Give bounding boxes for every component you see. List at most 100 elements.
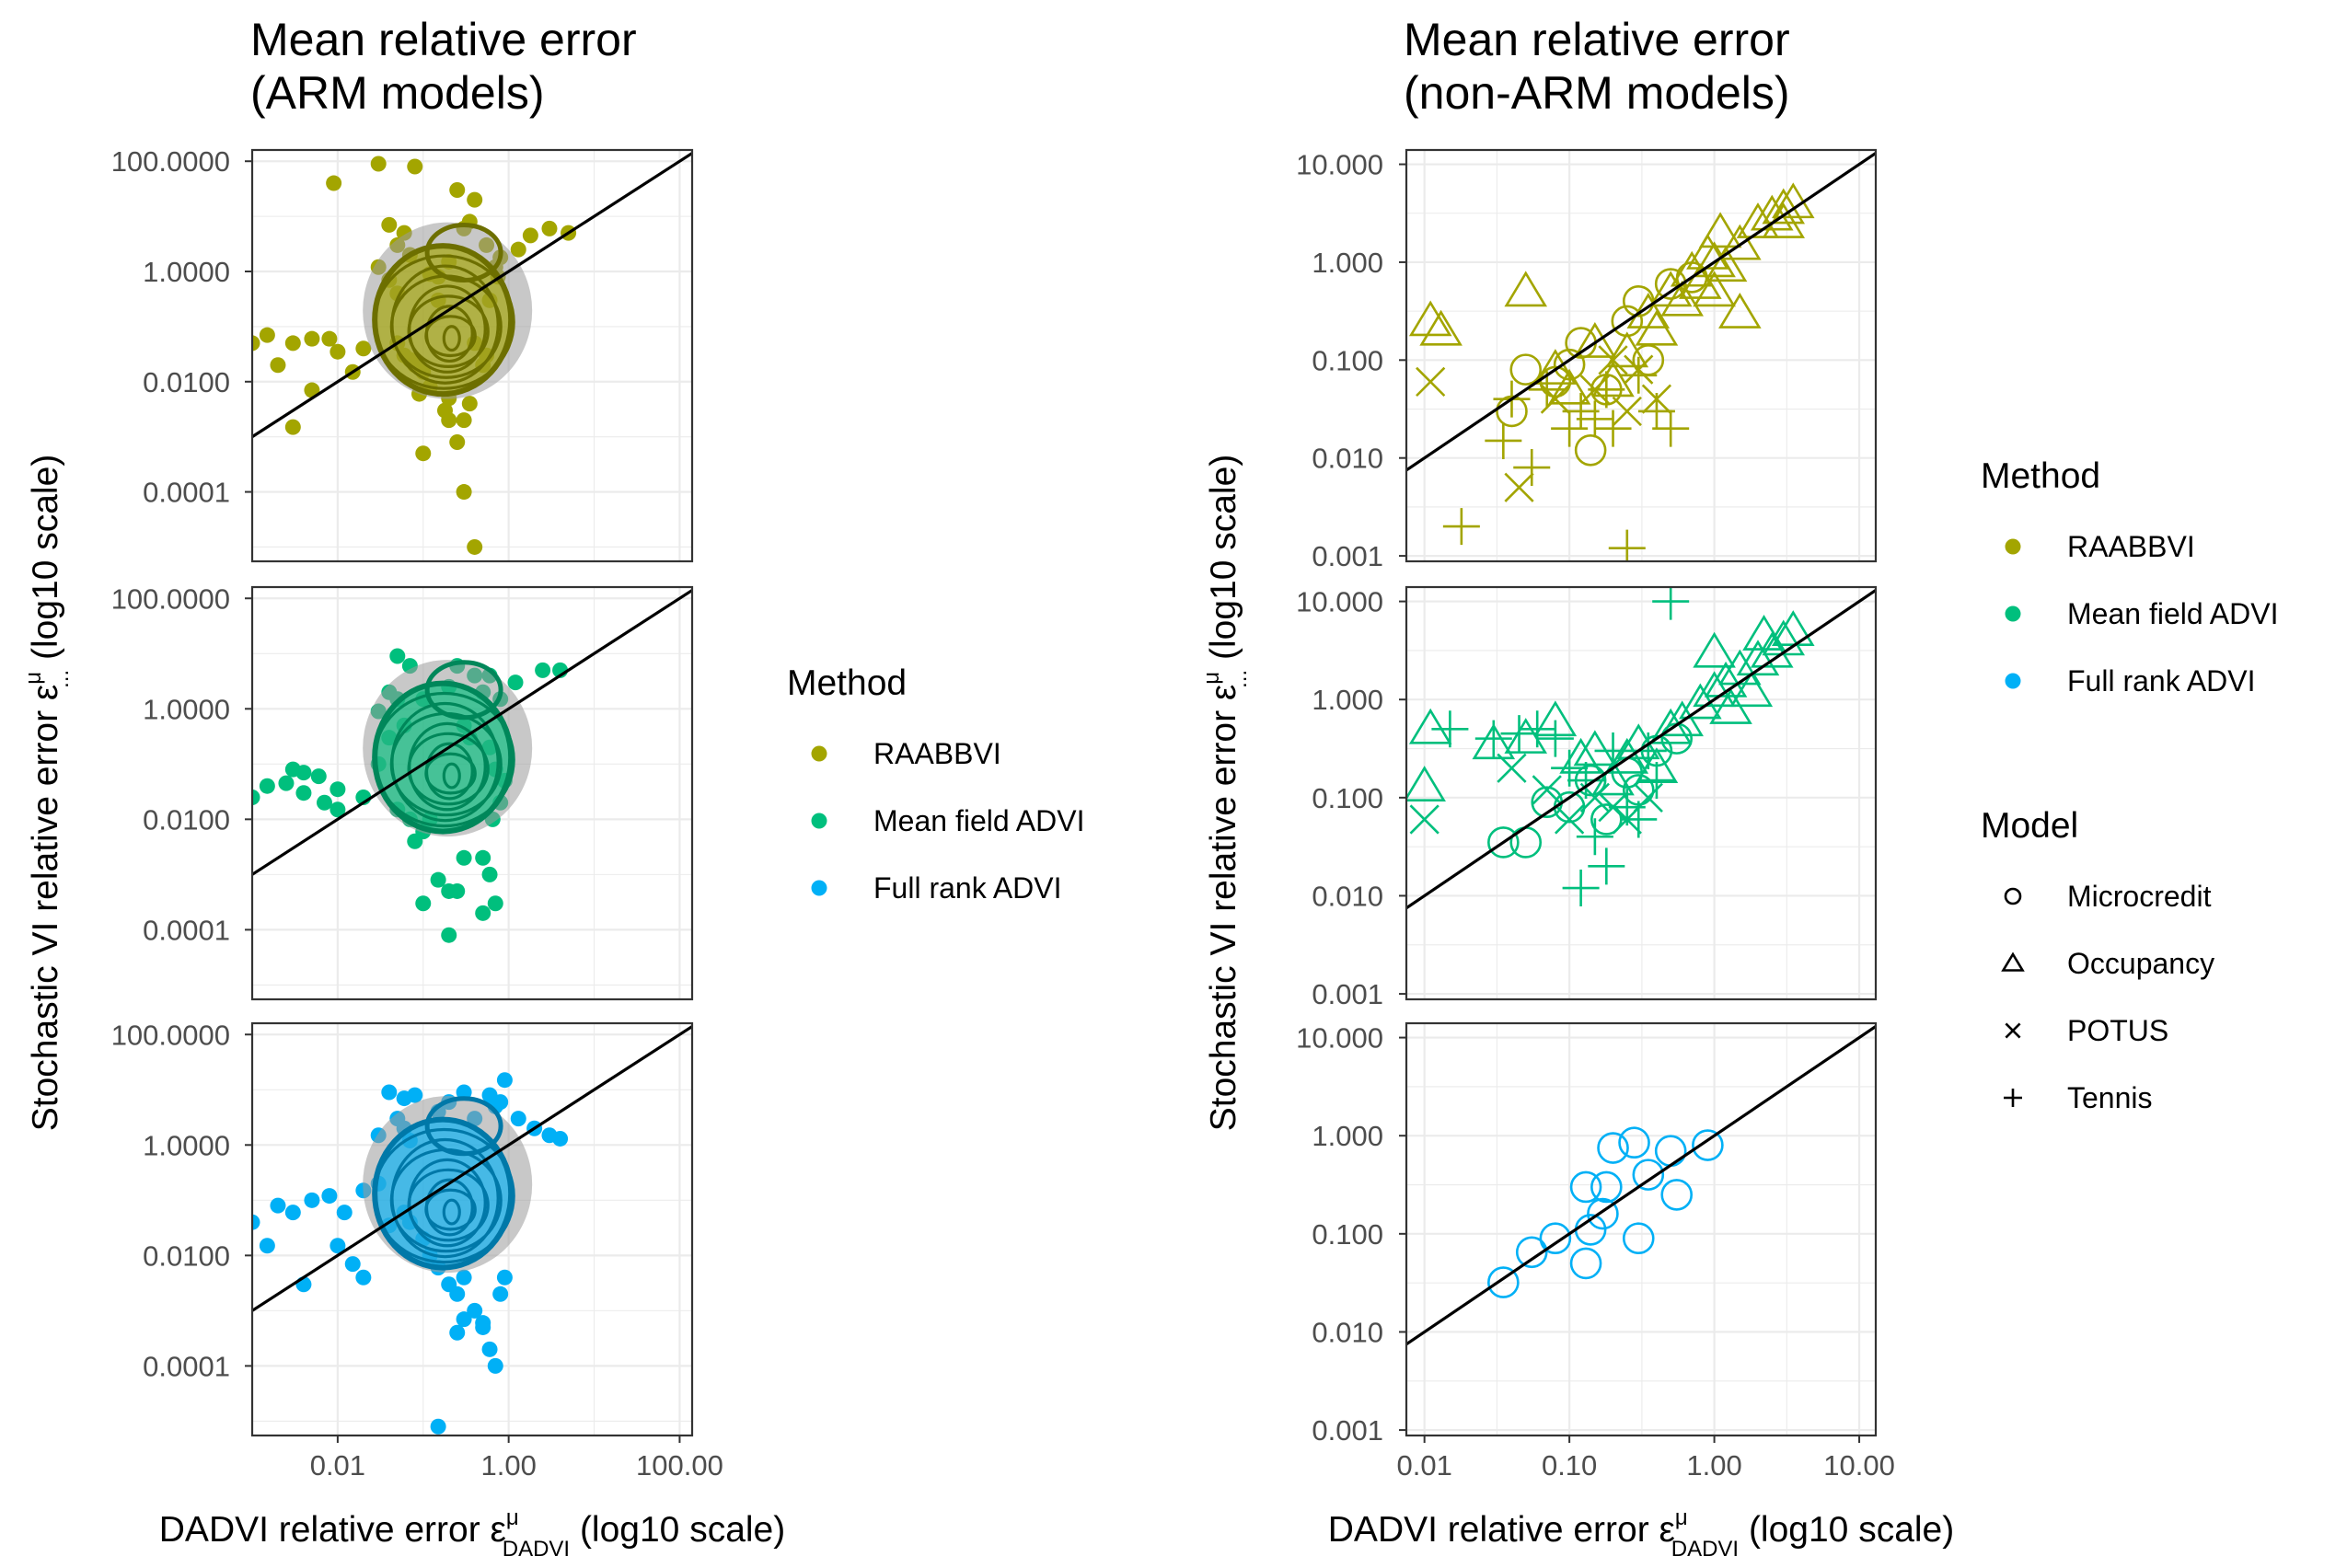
legend-label: Microcredit bbox=[2067, 880, 2212, 913]
data-point-microcredit bbox=[1487, 1266, 1520, 1298]
data-point bbox=[475, 849, 491, 866]
data-point bbox=[456, 484, 472, 501]
data-point-occupancy bbox=[1750, 194, 1794, 231]
density-contour bbox=[424, 660, 503, 721]
chart-title-line-2: (ARM models) bbox=[250, 67, 544, 119]
data-point-potus bbox=[1504, 472, 1534, 502]
density-contour bbox=[372, 254, 515, 390]
density-contour bbox=[372, 691, 515, 828]
data-point-tennis bbox=[1652, 587, 1690, 620]
data-point-microcredit bbox=[1632, 1159, 1665, 1191]
data-point bbox=[252, 789, 260, 805]
data-point bbox=[481, 866, 498, 882]
legend-label: Mean field ADVI bbox=[2067, 597, 2278, 630]
data-point-occupancy bbox=[1504, 271, 1548, 307]
data-point bbox=[252, 1214, 260, 1230]
y-tick-label: 10.000 bbox=[1296, 1022, 1383, 1055]
data-point-occupancy bbox=[1704, 661, 1748, 698]
legend-label: RAABBVI bbox=[873, 737, 1001, 770]
x-tick-label: 1.00 bbox=[480, 1449, 536, 1482]
y-tick-label: 0.100 bbox=[1312, 344, 1383, 376]
chart-title-line-1: Mean relative error bbox=[1404, 14, 1790, 65]
data-point-potus bbox=[1409, 804, 1439, 835]
data-point-potus bbox=[1532, 775, 1562, 805]
data-point bbox=[456, 1084, 472, 1101]
data-point bbox=[381, 1084, 398, 1101]
y-tick-label: 0.001 bbox=[1312, 1414, 1383, 1447]
data-point-tennis bbox=[1576, 818, 1613, 856]
data-point bbox=[389, 648, 406, 664]
x-tick-label: 0.01 bbox=[310, 1449, 365, 1482]
data-point-tennis bbox=[1536, 720, 1574, 757]
legend-method-non-arm: Method RAABBVI Mean field ADVI Full rank AD… bbox=[1981, 456, 2278, 698]
data-point-occupancy bbox=[1547, 368, 1591, 405]
y-tick-label: 1.0000 bbox=[143, 693, 230, 725]
panel-border bbox=[1405, 1021, 1878, 1437]
data-point-tennis bbox=[1500, 715, 1538, 753]
data-point-tennis bbox=[1588, 847, 1625, 885]
data-point bbox=[535, 662, 551, 678]
data-point-occupancy bbox=[1573, 730, 1617, 767]
data-point-occupancy bbox=[1419, 309, 1463, 346]
data-point-occupancy bbox=[1762, 188, 1806, 225]
y-tick-label: 1.000 bbox=[1312, 247, 1383, 279]
y-tick-label: 0.0001 bbox=[143, 914, 230, 946]
data-point-occupancy bbox=[1591, 759, 1635, 796]
data-point bbox=[284, 419, 301, 435]
density-contour bbox=[442, 762, 461, 790]
data-point-tennis bbox=[1485, 421, 1522, 459]
data-point-microcredit bbox=[1597, 1132, 1629, 1164]
data-point bbox=[407, 158, 423, 175]
y-tick-label: 100.0000 bbox=[111, 582, 230, 615]
data-point-tennis bbox=[1588, 371, 1625, 409]
data-point bbox=[430, 1418, 446, 1435]
data-point bbox=[310, 768, 327, 785]
legend-model: Model Microcredit Occupancy POTUS Tennis bbox=[1981, 806, 2214, 1114]
data-point-microcredit bbox=[1622, 1222, 1655, 1255]
data-point-microcredit bbox=[1509, 353, 1543, 386]
data-point-tennis bbox=[1620, 801, 1658, 838]
data-point bbox=[336, 1205, 353, 1221]
data-point bbox=[304, 1192, 320, 1208]
data-point-occupancy bbox=[1605, 331, 1649, 368]
data-point bbox=[430, 871, 446, 888]
data-point-occupancy bbox=[1698, 212, 1742, 248]
data-point bbox=[541, 220, 558, 236]
data-point bbox=[510, 241, 526, 258]
data-point bbox=[326, 175, 342, 191]
chart-1: Mean relative error(ARM models)0.00010.0… bbox=[21, 14, 785, 1562]
data-point bbox=[344, 1256, 361, 1273]
panel-border bbox=[250, 1021, 694, 1437]
data-point-potus bbox=[1612, 396, 1642, 427]
density-contour bbox=[442, 325, 461, 352]
y-tick-label: 100.0000 bbox=[111, 145, 230, 178]
data-point bbox=[278, 775, 295, 791]
panel-background bbox=[1406, 1023, 1876, 1435]
y-tick-label: 1.0000 bbox=[143, 1129, 230, 1161]
legend-key-mean-field-advi bbox=[2005, 605, 2021, 622]
data-point-microcredit bbox=[1487, 826, 1520, 859]
x-axis-title: DADVI relative error εμ DADVI (log10 scal… bbox=[159, 1505, 785, 1562]
data-point-occupancy bbox=[1742, 615, 1786, 651]
data-point-microcredit bbox=[1590, 1170, 1623, 1204]
y-tick-label: 0.001 bbox=[1312, 978, 1383, 1010]
data-point-microcredit bbox=[1587, 1197, 1619, 1230]
data-point bbox=[449, 182, 466, 199]
data-point bbox=[259, 327, 275, 343]
data-point-tennis bbox=[1637, 762, 1675, 800]
data-point-microcredit bbox=[1618, 1126, 1650, 1159]
data-point-occupancy bbox=[1704, 246, 1748, 282]
data-point bbox=[355, 340, 372, 357]
data-point bbox=[467, 1302, 483, 1319]
reference-line-y-equals-x bbox=[252, 1024, 692, 1313]
data-point-tennis bbox=[1519, 710, 1556, 748]
x-tick-label: 0.01 bbox=[1397, 1449, 1452, 1482]
legend-key-microcredit bbox=[2004, 887, 2022, 905]
data-point-microcredit bbox=[1553, 348, 1586, 381]
legend-title: Method bbox=[1981, 456, 2100, 496]
data-point bbox=[284, 1205, 301, 1221]
data-point-microcredit bbox=[1539, 1222, 1572, 1255]
data-point-occupancy bbox=[1718, 224, 1762, 260]
legend-method-arm: Method RAABBVI Mean field ADVI Full rank AD… bbox=[787, 663, 1084, 905]
y-tick-label: 1.000 bbox=[1312, 684, 1383, 716]
